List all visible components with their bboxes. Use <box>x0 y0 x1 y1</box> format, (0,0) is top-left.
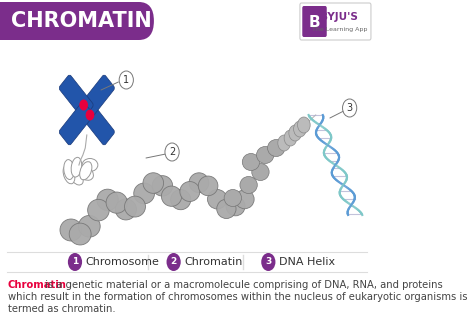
Text: 2: 2 <box>171 258 177 267</box>
Ellipse shape <box>162 186 182 206</box>
Ellipse shape <box>78 166 93 180</box>
Circle shape <box>86 110 94 121</box>
FancyBboxPatch shape <box>59 102 93 145</box>
Ellipse shape <box>224 189 242 206</box>
Text: DNA Helix: DNA Helix <box>279 257 335 267</box>
Ellipse shape <box>82 159 98 171</box>
Circle shape <box>293 121 306 137</box>
Bar <box>0 2 20 40</box>
Ellipse shape <box>198 176 218 196</box>
Text: The Learning App: The Learning App <box>312 26 367 31</box>
Ellipse shape <box>242 154 260 170</box>
Circle shape <box>165 143 179 161</box>
Circle shape <box>119 71 133 89</box>
Text: Chromosome: Chromosome <box>85 257 159 267</box>
Circle shape <box>79 100 88 111</box>
Ellipse shape <box>80 162 92 180</box>
Ellipse shape <box>226 197 245 216</box>
Ellipse shape <box>64 160 74 179</box>
Ellipse shape <box>217 199 236 218</box>
Ellipse shape <box>134 183 155 204</box>
Ellipse shape <box>171 190 191 210</box>
Text: CHROMATIN: CHROMATIN <box>11 11 152 31</box>
Ellipse shape <box>71 157 82 177</box>
Ellipse shape <box>63 165 75 184</box>
Text: is a genetic material or a macromolecule comprising of DNA, RNA, and proteins: is a genetic material or a macromolecule… <box>42 280 443 290</box>
Circle shape <box>289 125 301 141</box>
Ellipse shape <box>143 173 164 193</box>
Text: 1: 1 <box>123 75 129 85</box>
Circle shape <box>166 253 181 271</box>
Text: 3: 3 <box>346 103 353 113</box>
Text: 2: 2 <box>169 147 175 157</box>
Ellipse shape <box>152 176 173 196</box>
Ellipse shape <box>88 199 109 221</box>
Ellipse shape <box>70 169 83 185</box>
Text: B: B <box>309 14 321 29</box>
FancyBboxPatch shape <box>81 102 114 145</box>
Circle shape <box>343 99 357 117</box>
Circle shape <box>68 253 82 271</box>
Ellipse shape <box>60 219 82 241</box>
Text: which result in the formation of chromosomes within the nucleus of eukaryotic or: which result in the formation of chromos… <box>8 292 467 302</box>
Text: BYJU'S: BYJU'S <box>320 12 358 22</box>
Circle shape <box>298 117 310 133</box>
Ellipse shape <box>189 173 209 193</box>
Ellipse shape <box>97 189 118 210</box>
Ellipse shape <box>256 147 274 164</box>
FancyBboxPatch shape <box>302 6 327 37</box>
Ellipse shape <box>235 190 254 209</box>
Text: Chromatin: Chromatin <box>184 257 242 267</box>
Text: termed as chromatin.: termed as chromatin. <box>8 304 116 314</box>
FancyBboxPatch shape <box>59 75 93 118</box>
Circle shape <box>284 130 297 146</box>
Ellipse shape <box>115 199 137 220</box>
Ellipse shape <box>106 192 128 213</box>
Text: 1: 1 <box>72 258 78 267</box>
Ellipse shape <box>69 223 91 245</box>
Ellipse shape <box>252 164 269 180</box>
Circle shape <box>278 135 291 151</box>
Text: 3: 3 <box>265 258 272 267</box>
Ellipse shape <box>240 176 257 193</box>
FancyBboxPatch shape <box>300 3 371 40</box>
FancyBboxPatch shape <box>0 2 154 40</box>
Ellipse shape <box>78 215 100 237</box>
Ellipse shape <box>125 196 146 217</box>
Ellipse shape <box>267 140 285 157</box>
Text: Chromatin: Chromatin <box>8 280 67 290</box>
Circle shape <box>261 253 275 271</box>
FancyBboxPatch shape <box>81 75 114 118</box>
Ellipse shape <box>208 189 227 209</box>
Ellipse shape <box>180 182 200 201</box>
